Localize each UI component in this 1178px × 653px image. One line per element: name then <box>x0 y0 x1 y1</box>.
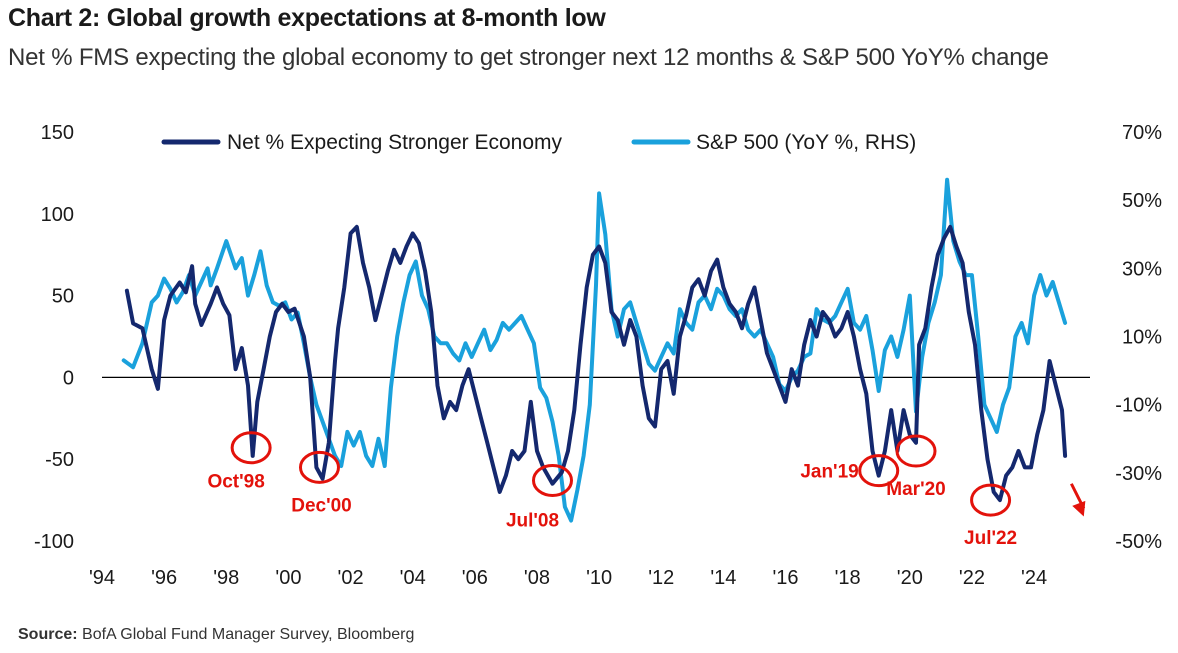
x-tick-label: '06 <box>462 567 488 589</box>
x-tick-label: '20 <box>897 567 923 589</box>
annotation-circle <box>858 454 900 488</box>
x-tick-label: '10 <box>586 567 612 589</box>
series-line-fms <box>124 224 1068 503</box>
source-note: Source: BofA Global Fund Manager Survey,… <box>18 626 414 644</box>
chart-title: Chart 2: Global growth expectations at 8… <box>8 4 606 32</box>
x-tick-label: '04 <box>400 567 426 589</box>
x-tick-label: '00 <box>275 567 301 589</box>
series-layer <box>121 177 1068 523</box>
y-left-tick-label: 150 <box>41 122 74 144</box>
annotation-label: Oct'98 <box>207 472 264 493</box>
x-tick-label: '98 <box>213 567 239 589</box>
annotation-layer: Oct'98 Dec'00 Jul'08 Jan'19 Mar'20 Jul'22 <box>207 431 1086 549</box>
source-label: Source: <box>18 626 78 643</box>
series-line-spx <box>121 177 1068 523</box>
annotation-label: Mar'20 <box>886 479 945 500</box>
x-tick-label: '18 <box>835 567 861 589</box>
x-tick-label: '22 <box>959 567 985 589</box>
annotation-circle <box>895 434 937 468</box>
annotation-circle <box>532 463 574 497</box>
y-right-tick-label: -50% <box>1115 531 1162 553</box>
trend-arrow-head <box>1072 500 1086 517</box>
y-right-tick-label: 70% <box>1122 122 1162 144</box>
y-right-tick-label: 10% <box>1122 327 1162 349</box>
x-tick-label: '14 <box>710 567 736 589</box>
legend-label-spx: S&P 500 (YoY %, RHS) <box>696 131 916 154</box>
y-right-tick-label: -30% <box>1115 463 1162 485</box>
annotation-label: Jul'08 <box>506 510 559 531</box>
y-right-tick-label: -10% <box>1115 395 1162 417</box>
annotation-circle <box>230 431 272 465</box>
y-left-tick-label: 50 <box>52 286 74 308</box>
y-left-tick-label: 0 <box>63 367 74 389</box>
y-left-tick-label: 100 <box>41 204 74 226</box>
y-left-tick-label: -50 <box>45 449 74 471</box>
annotation-label: Jul'22 <box>964 528 1017 549</box>
y-right-tick-label: 30% <box>1122 258 1162 280</box>
axes-layer: 150 100 50 0 -50 -100 70% 50% 30% 10% -10% -30% -50%… <box>34 122 1162 589</box>
x-tick-label: '24 <box>1021 567 1047 589</box>
legend: Net % Expecting Stronger Economy S&P 500… <box>161 131 916 154</box>
legend-label-fms: Net % Expecting Stronger Economy <box>227 131 562 154</box>
y-right-tick-label: 50% <box>1122 190 1162 212</box>
annotation-label: Dec'00 <box>291 495 352 516</box>
x-tick-label: '08 <box>524 567 550 589</box>
x-tick-label: '94 <box>89 567 115 589</box>
x-tick-label: '12 <box>648 567 674 589</box>
annotation-label: Jan'19 <box>800 462 858 483</box>
x-tick-label: '96 <box>151 567 177 589</box>
annotation-circle <box>298 450 340 484</box>
x-tick-label: '16 <box>772 567 798 589</box>
source-text: BofA Global Fund Manager Survey, Bloombe… <box>82 626 415 643</box>
chart-subtitle: Net % FMS expecting the global economy t… <box>8 44 1049 71</box>
y-left-tick-label: -100 <box>34 531 74 553</box>
x-tick-label: '02 <box>338 567 364 589</box>
annotation-circle <box>970 483 1012 517</box>
